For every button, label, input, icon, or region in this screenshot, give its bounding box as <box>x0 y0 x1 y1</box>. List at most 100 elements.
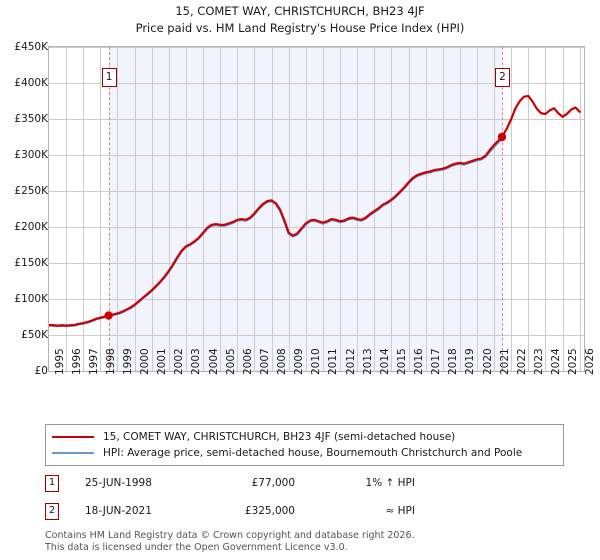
y-axis-tick-label: £450K <box>14 41 48 53</box>
y-axis-tick-label: £400K <box>14 77 48 89</box>
gridline-vertical <box>391 47 393 371</box>
gridline-horizontal <box>49 155 584 156</box>
x-axis-tick-label: 2020 <box>481 348 494 375</box>
y-axis-tick-label: £0 <box>34 365 48 377</box>
gridline-vertical <box>340 47 342 371</box>
transaction-row-2[interactable]: 2 18-JUN-2021 £325,000 ≈ HPI <box>45 500 565 522</box>
gridline-vertical <box>545 47 547 371</box>
gridline-vertical <box>134 47 136 371</box>
gridline-vertical <box>305 47 307 371</box>
x-axis-tick-label: 2021 <box>498 348 511 375</box>
gridline-vertical <box>203 47 205 371</box>
x-axis-tick-label: 2010 <box>310 348 323 375</box>
transaction-flag-2[interactable]: 2 <box>494 68 510 87</box>
x-axis-tick-label: 2026 <box>584 348 597 375</box>
gridline-horizontal <box>49 83 584 84</box>
gridline-vertical <box>185 47 187 371</box>
transaction-row-1[interactable]: 1 25-JUN-1998 £77,000 1% ↑ HPI <box>45 472 565 494</box>
gridline-vertical <box>271 47 273 371</box>
chart-subtitle: Price paid vs. HM Land Registry's House … <box>135 21 465 35</box>
hpi-average-line <box>49 137 504 328</box>
transaction-hpi-delta-2: ≈ HPI <box>385 505 415 517</box>
x-axis-tick-label: 2003 <box>190 348 203 375</box>
legend-swatch-hpi <box>52 452 94 454</box>
transaction-flag-1[interactable]: 1 <box>101 68 117 87</box>
gridline-vertical <box>408 47 410 371</box>
footer-line-copyright: Contains HM Land Registry data © Crown c… <box>45 530 415 541</box>
x-axis-tick-label: 2022 <box>515 348 528 375</box>
x-axis-tick-label: 2019 <box>464 348 477 375</box>
transaction-date-1: 25-JUN-1998 <box>85 477 152 489</box>
sale-point-2 <box>497 132 507 142</box>
x-axis-tick-label: 2025 <box>567 348 580 375</box>
footer-line-licence: This data is licensed under the Open Gov… <box>45 541 348 553</box>
ownership-period-band <box>108 47 502 371</box>
gridline-vertical <box>425 47 427 371</box>
transaction-badge-2: 2 <box>45 502 59 520</box>
x-axis-tick-label: 2018 <box>447 348 460 375</box>
x-axis-tick-label: 2012 <box>344 348 357 375</box>
x-axis-tick-label: 2017 <box>430 348 443 375</box>
gridline-vertical <box>100 47 102 371</box>
price-series-svg <box>49 94 581 328</box>
footer-attribution: Contains HM Land Registry data © Crown c… <box>45 530 585 553</box>
gridline-vertical <box>322 47 324 371</box>
gridline-vertical <box>579 47 581 371</box>
gridline-horizontal <box>49 47 584 48</box>
sale-point-1 <box>104 311 113 320</box>
transaction-badge-1: 1 <box>45 474 59 492</box>
transaction-price-1: £77,000 <box>251 477 295 489</box>
gridline-horizontal <box>49 263 584 264</box>
price-paid-line <box>49 94 581 327</box>
legend-label-price-paid: 15, COMET WAY, CHRISTCHURCH, BH23 4JF (s… <box>103 431 456 443</box>
y-axis-tick-label: £300K <box>14 149 48 161</box>
y-axis-tick-label: £100K <box>14 293 48 305</box>
gridline-vertical <box>168 47 170 371</box>
x-axis-tick-label: 2024 <box>549 348 562 375</box>
gridline-horizontal <box>49 299 584 300</box>
x-axis-tick-label: 2005 <box>224 348 237 375</box>
y-axis-tick-label: £250K <box>14 185 48 197</box>
x-axis-tick-label: 2001 <box>156 348 169 375</box>
gridline-vertical <box>494 47 496 371</box>
x-axis-tick-label: 1995 <box>53 348 66 375</box>
y-axis-tick-label: £150K <box>14 257 48 269</box>
x-axis-tick-label: 2015 <box>395 348 408 375</box>
transaction-marker-line-2 <box>501 47 503 371</box>
x-axis-tick-label: 2009 <box>293 348 306 375</box>
chart-title: 15, COMET WAY, CHRISTCHURCH, BH23 4JF <box>175 4 425 18</box>
gridline-vertical <box>374 47 376 371</box>
gridline-vertical <box>511 47 513 371</box>
gridline-vertical <box>528 47 530 371</box>
x-axis-tick-label: 2004 <box>207 348 220 375</box>
transaction-hpi-delta-1: 1% ↑ HPI <box>365 477 415 489</box>
legend-row-price-paid: 15, COMET WAY, CHRISTCHURCH, BH23 4JF (s… <box>52 429 557 445</box>
legend-label-hpi: HPI: Average price, semi-detached house,… <box>103 447 523 459</box>
y-axis-tick-label: £50K <box>21 329 48 341</box>
transaction-date-2: 18-JUN-2021 <box>85 505 152 517</box>
x-axis-tick-label: 2013 <box>361 348 374 375</box>
x-axis-tick-label: 1998 <box>104 348 117 375</box>
gridline-horizontal <box>49 227 584 228</box>
x-axis-tick-label: 2023 <box>532 348 545 375</box>
gridline-vertical <box>83 47 85 371</box>
legend-row-hpi: HPI: Average price, semi-detached house,… <box>52 445 557 461</box>
gridline-vertical <box>220 47 222 371</box>
gridline-horizontal <box>49 119 584 120</box>
y-axis-tick-label: £350K <box>14 113 48 125</box>
page-title: 15, COMET WAY, CHRISTCHURCH, BH23 4JF Pr… <box>0 3 600 37</box>
x-axis-tick-label: 2016 <box>413 348 426 375</box>
chart-legend: 15, COMET WAY, CHRISTCHURCH, BH23 4JF (s… <box>45 424 564 466</box>
gridline-vertical <box>237 47 239 371</box>
x-axis-tick-label: 2006 <box>241 348 254 375</box>
gridline-vertical <box>117 47 119 371</box>
gridline-vertical <box>66 47 68 371</box>
x-axis-tick-label: 1999 <box>121 348 134 375</box>
transaction-marker-line-1 <box>108 47 110 371</box>
x-axis-tick-label: 2002 <box>173 348 186 375</box>
sale-point-markers <box>104 132 507 320</box>
x-axis-tick-label: 2007 <box>258 348 271 375</box>
legend-swatch-price-paid <box>52 436 94 438</box>
gridline-horizontal <box>49 191 584 192</box>
